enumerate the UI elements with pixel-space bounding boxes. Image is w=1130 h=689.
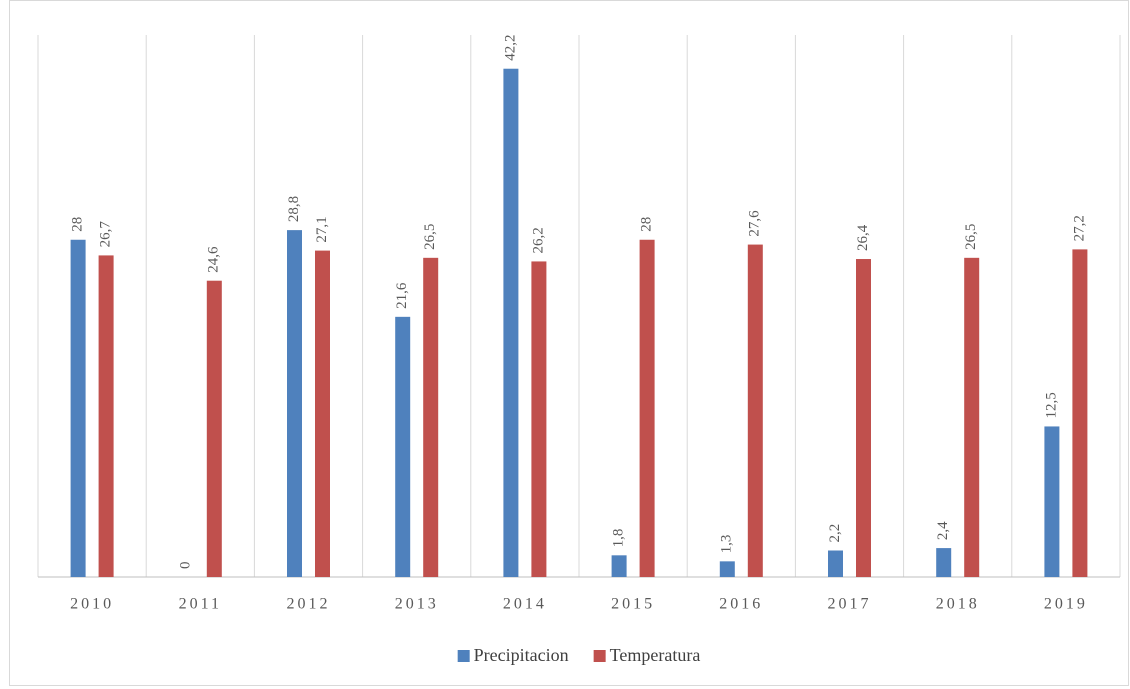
legend-label: Temperatura bbox=[610, 645, 701, 665]
bar bbox=[856, 259, 871, 577]
x-tick-label: 2014 bbox=[503, 596, 547, 613]
x-tick-label: 2012 bbox=[287, 596, 331, 613]
x-tick-label: 2015 bbox=[611, 596, 655, 613]
bar bbox=[98, 255, 114, 577]
data-label: 26,7 bbox=[98, 221, 114, 248]
data-label: 1,3 bbox=[719, 535, 735, 554]
bar bbox=[828, 550, 843, 577]
data-label: 27,6 bbox=[747, 210, 763, 237]
chart-frame bbox=[9, 0, 1129, 686]
bar bbox=[964, 257, 980, 577]
data-label: 27,1 bbox=[314, 216, 330, 242]
data-label: 28 bbox=[70, 217, 86, 232]
bar bbox=[503, 68, 519, 578]
bar bbox=[531, 261, 547, 577]
bar bbox=[206, 280, 222, 577]
data-label: 21,6 bbox=[394, 282, 410, 309]
x-tick-label: 2016 bbox=[719, 596, 763, 613]
x-tick-label: 2018 bbox=[936, 596, 980, 613]
x-tick-label: 2019 bbox=[1044, 596, 1088, 613]
legend-label: Precipitacion bbox=[474, 645, 569, 665]
bar bbox=[719, 561, 735, 577]
bar bbox=[1072, 249, 1088, 577]
bar bbox=[70, 239, 86, 577]
bar bbox=[287, 230, 302, 577]
x-tick-label: 2011 bbox=[179, 596, 222, 613]
bar bbox=[395, 316, 411, 577]
bar bbox=[423, 257, 439, 577]
x-tick-label: 2017 bbox=[828, 596, 872, 613]
data-label: 1,8 bbox=[611, 529, 627, 548]
data-label: 24,6 bbox=[206, 246, 222, 273]
data-label: 42,2 bbox=[502, 34, 518, 60]
data-label: 26,5 bbox=[963, 224, 979, 250]
bar bbox=[611, 555, 627, 577]
data-label: 0 bbox=[178, 562, 194, 570]
data-label: 2,2 bbox=[827, 524, 843, 543]
data-label: 26,4 bbox=[855, 224, 871, 251]
data-label: 27,2 bbox=[1071, 215, 1087, 241]
data-label: 2,4 bbox=[935, 521, 951, 540]
x-tick-label: 2010 bbox=[70, 596, 114, 613]
bar bbox=[1044, 426, 1060, 577]
legend-swatch bbox=[457, 650, 470, 662]
data-label: 26,5 bbox=[422, 224, 438, 250]
x-tick-label: 2013 bbox=[395, 596, 439, 613]
bar bbox=[747, 244, 763, 577]
data-label: 28 bbox=[639, 217, 655, 232]
legend-swatch bbox=[593, 650, 606, 662]
data-label: 26,2 bbox=[530, 227, 546, 253]
bar bbox=[936, 548, 952, 577]
data-label: 28,8 bbox=[286, 196, 302, 222]
data-label: 12,5 bbox=[1043, 392, 1059, 418]
bar bbox=[315, 250, 330, 577]
bar bbox=[639, 239, 655, 577]
